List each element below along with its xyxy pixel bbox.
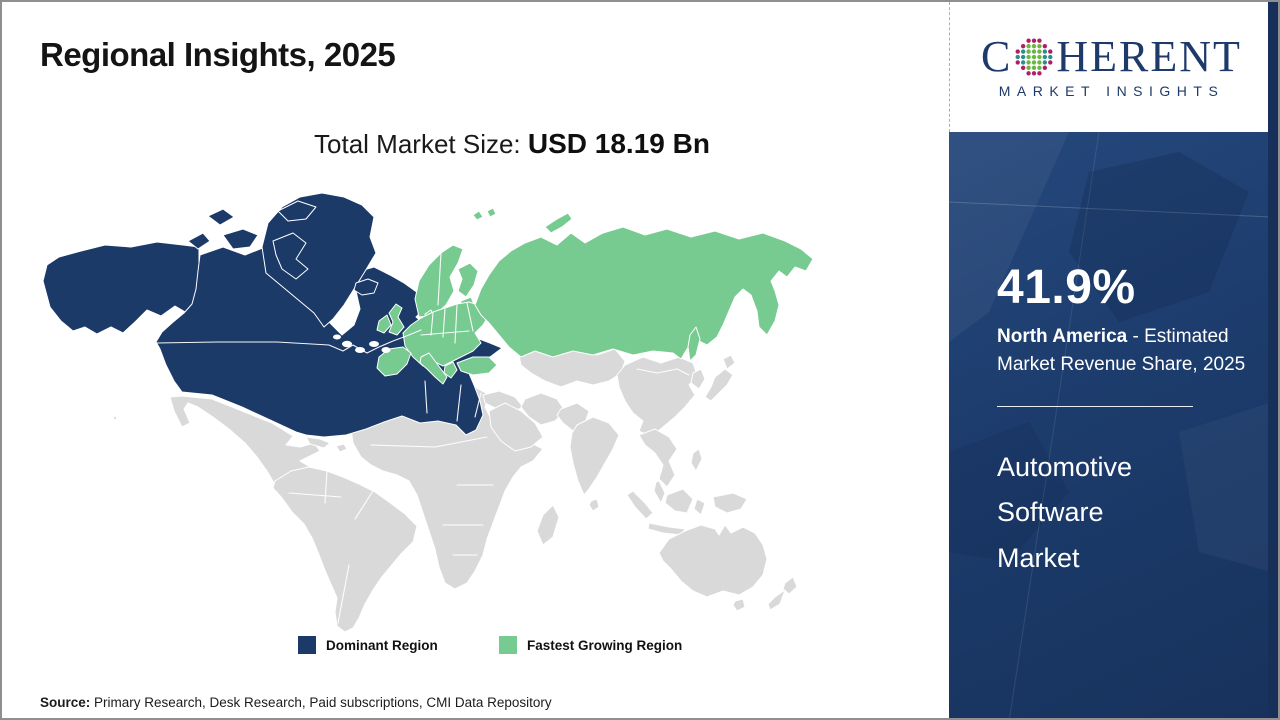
logo-subtitle: MARKET INSIGHTS [998, 83, 1225, 99]
sidebar: 41.9% North America - Estimated Market R… [949, 132, 1272, 718]
fastest-growing-region-swatch [499, 636, 517, 654]
share-value: 41.9% [997, 261, 1136, 314]
dominant-region-swatch [298, 636, 316, 654]
map-region-other [112, 348, 798, 632]
source-text: Primary Research, Desk Research, Paid su… [90, 695, 552, 710]
page-title: Regional Insights, 2025 [40, 36, 396, 73]
legend-item-fastest-growing: Fastest Growing Region [499, 636, 682, 654]
share-region: North America [997, 326, 1128, 347]
map-border-lines [155, 252, 690, 624]
sidebar-texture [949, 132, 1272, 718]
total-market-size-label: Total Market Size: [314, 129, 528, 159]
map-legend: Dominant Region Fastest Growing Region [2, 636, 949, 662]
logo: C HERENT MARKET INSIGHTS [949, 2, 1273, 132]
share-description: North America - Estimated Market Revenue… [997, 323, 1259, 378]
legend-label: Fastest Growing Region [527, 637, 683, 653]
market-name: Automotive Software Market [997, 452, 1133, 573]
logo-wordmark: C HERENT [981, 35, 1242, 79]
total-market-size-value: USD 18.19 Bn [527, 128, 710, 159]
globe-icon [1015, 38, 1053, 76]
world-map-svg [42, 192, 814, 632]
right-edge-bar [1268, 2, 1278, 718]
world-map [37, 185, 932, 632]
legend-item-dominant: Dominant Region [298, 636, 438, 654]
legend-label: Dominant Region [326, 637, 438, 653]
source-note: Source: Primary Research, Desk Research,… [40, 695, 552, 710]
sidebar-divider [997, 406, 1193, 408]
source-label: Source: [40, 695, 91, 710]
logo-suffix: HERENT [1056, 32, 1242, 81]
logo-prefix: C [981, 32, 1013, 81]
total-market-size: Total Market Size: USD 18.19 Bn [72, 128, 952, 160]
share-desc-text: - Estimated Market Revenue Share, 2025 [997, 326, 1246, 375]
